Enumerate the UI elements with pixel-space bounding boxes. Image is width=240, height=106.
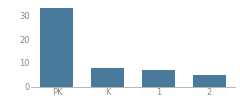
Bar — [41, 8, 73, 87]
Bar — [142, 70, 175, 87]
Bar — [91, 68, 124, 87]
Bar — [193, 75, 226, 87]
